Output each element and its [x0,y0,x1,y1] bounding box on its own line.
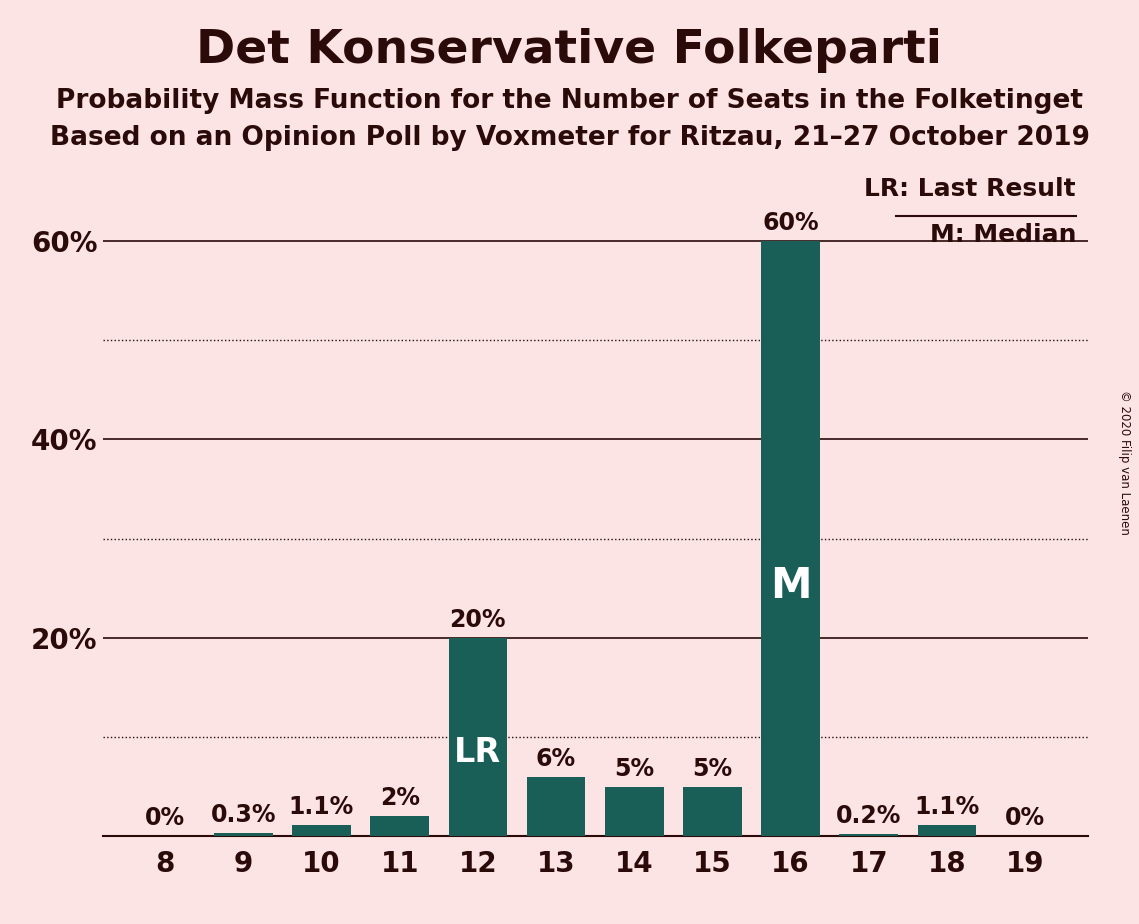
Text: M: M [770,565,811,607]
Text: 1.1%: 1.1% [915,796,980,820]
Text: 6%: 6% [536,747,576,771]
Text: 60%: 60% [762,211,819,235]
Text: Based on an Opinion Poll by Voxmeter for Ritzau, 21–27 October 2019: Based on an Opinion Poll by Voxmeter for… [49,125,1090,151]
Text: 0%: 0% [1005,807,1046,831]
Text: M: Median: M: Median [929,224,1076,248]
Bar [526,777,585,836]
Text: 0.2%: 0.2% [836,804,901,828]
Text: LR: Last Result: LR: Last Result [865,176,1076,201]
Bar [292,825,351,836]
Text: 0.3%: 0.3% [211,803,276,827]
Bar [449,638,507,836]
Text: © 2020 Filip van Laenen: © 2020 Filip van Laenen [1118,390,1131,534]
Text: Det Konservative Folkeparti: Det Konservative Folkeparti [197,28,942,73]
Bar [918,825,976,836]
Text: 0%: 0% [145,807,186,831]
Text: 20%: 20% [450,608,506,632]
Bar [839,834,899,836]
Bar [605,786,664,836]
Text: 5%: 5% [693,757,732,781]
Bar [683,786,741,836]
Bar [761,241,820,836]
Text: 2%: 2% [379,786,419,810]
Text: LR: LR [454,736,501,770]
Bar [214,833,272,836]
Text: 5%: 5% [614,757,654,781]
Text: 1.1%: 1.1% [289,796,354,820]
Bar [370,817,429,836]
Text: Probability Mass Function for the Number of Seats in the Folketinget: Probability Mass Function for the Number… [56,88,1083,114]
